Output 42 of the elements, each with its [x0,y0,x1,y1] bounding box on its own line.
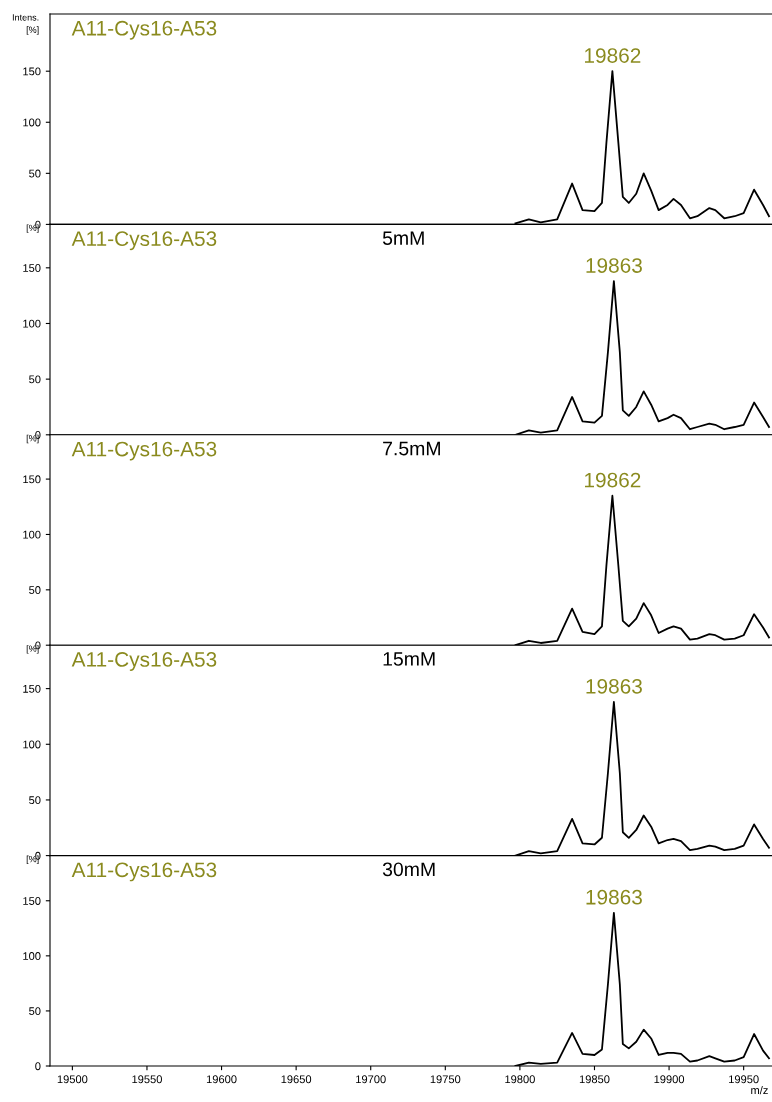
chart-title: A11-Cys16-A53 [71,20,217,40]
y-tick-label: 100 [23,952,41,960]
annotation: 19863 [586,678,642,694]
y-tick-label: 50 [29,586,41,594]
y-tick-label: 100 [23,530,41,539]
x-axis-title: m/z [751,1085,768,1095]
x-tick-label: 19750 [430,1075,461,1084]
chart-title: A11-Cys16-A53 [71,652,217,671]
y-tick-label: 100 [23,740,41,749]
x-tick-label: 19550 [132,1075,162,1084]
x-tick-label: 19600 [206,1075,237,1084]
y-tick-label: 0 [35,1062,41,1071]
y-tick-label: 150 [23,897,41,905]
x-tick-label: 19700 [356,1075,386,1084]
y-tick-label: 50 [29,1007,41,1016]
chart-subtitle: 5mM [382,231,424,245]
y-axis-title: Intens. [%] [12,14,39,35]
x-tick-label: 19800 [505,1075,535,1084]
y-tick-label: 100 [23,319,41,328]
annotation: 19863 [586,258,642,273]
x-tick-label: 19900 [654,1075,685,1084]
annotation: 19862 [585,48,641,63]
chart-title: A11-Cys16-A53 [71,441,217,461]
chart-subtitle: 7.5mM [383,441,440,456]
y-tick-label: 100 [23,118,41,127]
annotation: 19862 [585,472,641,488]
chart-title: A11-Cys16-A53 [71,231,217,251]
y-tick-label: 50 [29,375,41,384]
chart-subtitle: 15mM [383,652,435,666]
y-tick-label: 150 [23,684,41,693]
y-tick-label: 150 [23,67,41,76]
y-tick-label: 150 [23,264,41,272]
chart-subtitle: 30mM [382,862,435,877]
y-tick-label: 50 [29,169,41,178]
y-tick-label: 150 [23,475,41,484]
x-tick-label: 19500 [57,1075,88,1084]
chart-title: A11-Cys16-A53 [71,862,217,882]
x-tick-label: 19650 [281,1075,312,1084]
x-tick-label: 19950 [729,1075,759,1084]
x-tick-label: 19850 [579,1075,610,1084]
annotation: 19863 [586,889,642,905]
y-tick-label: 50 [29,796,41,805]
